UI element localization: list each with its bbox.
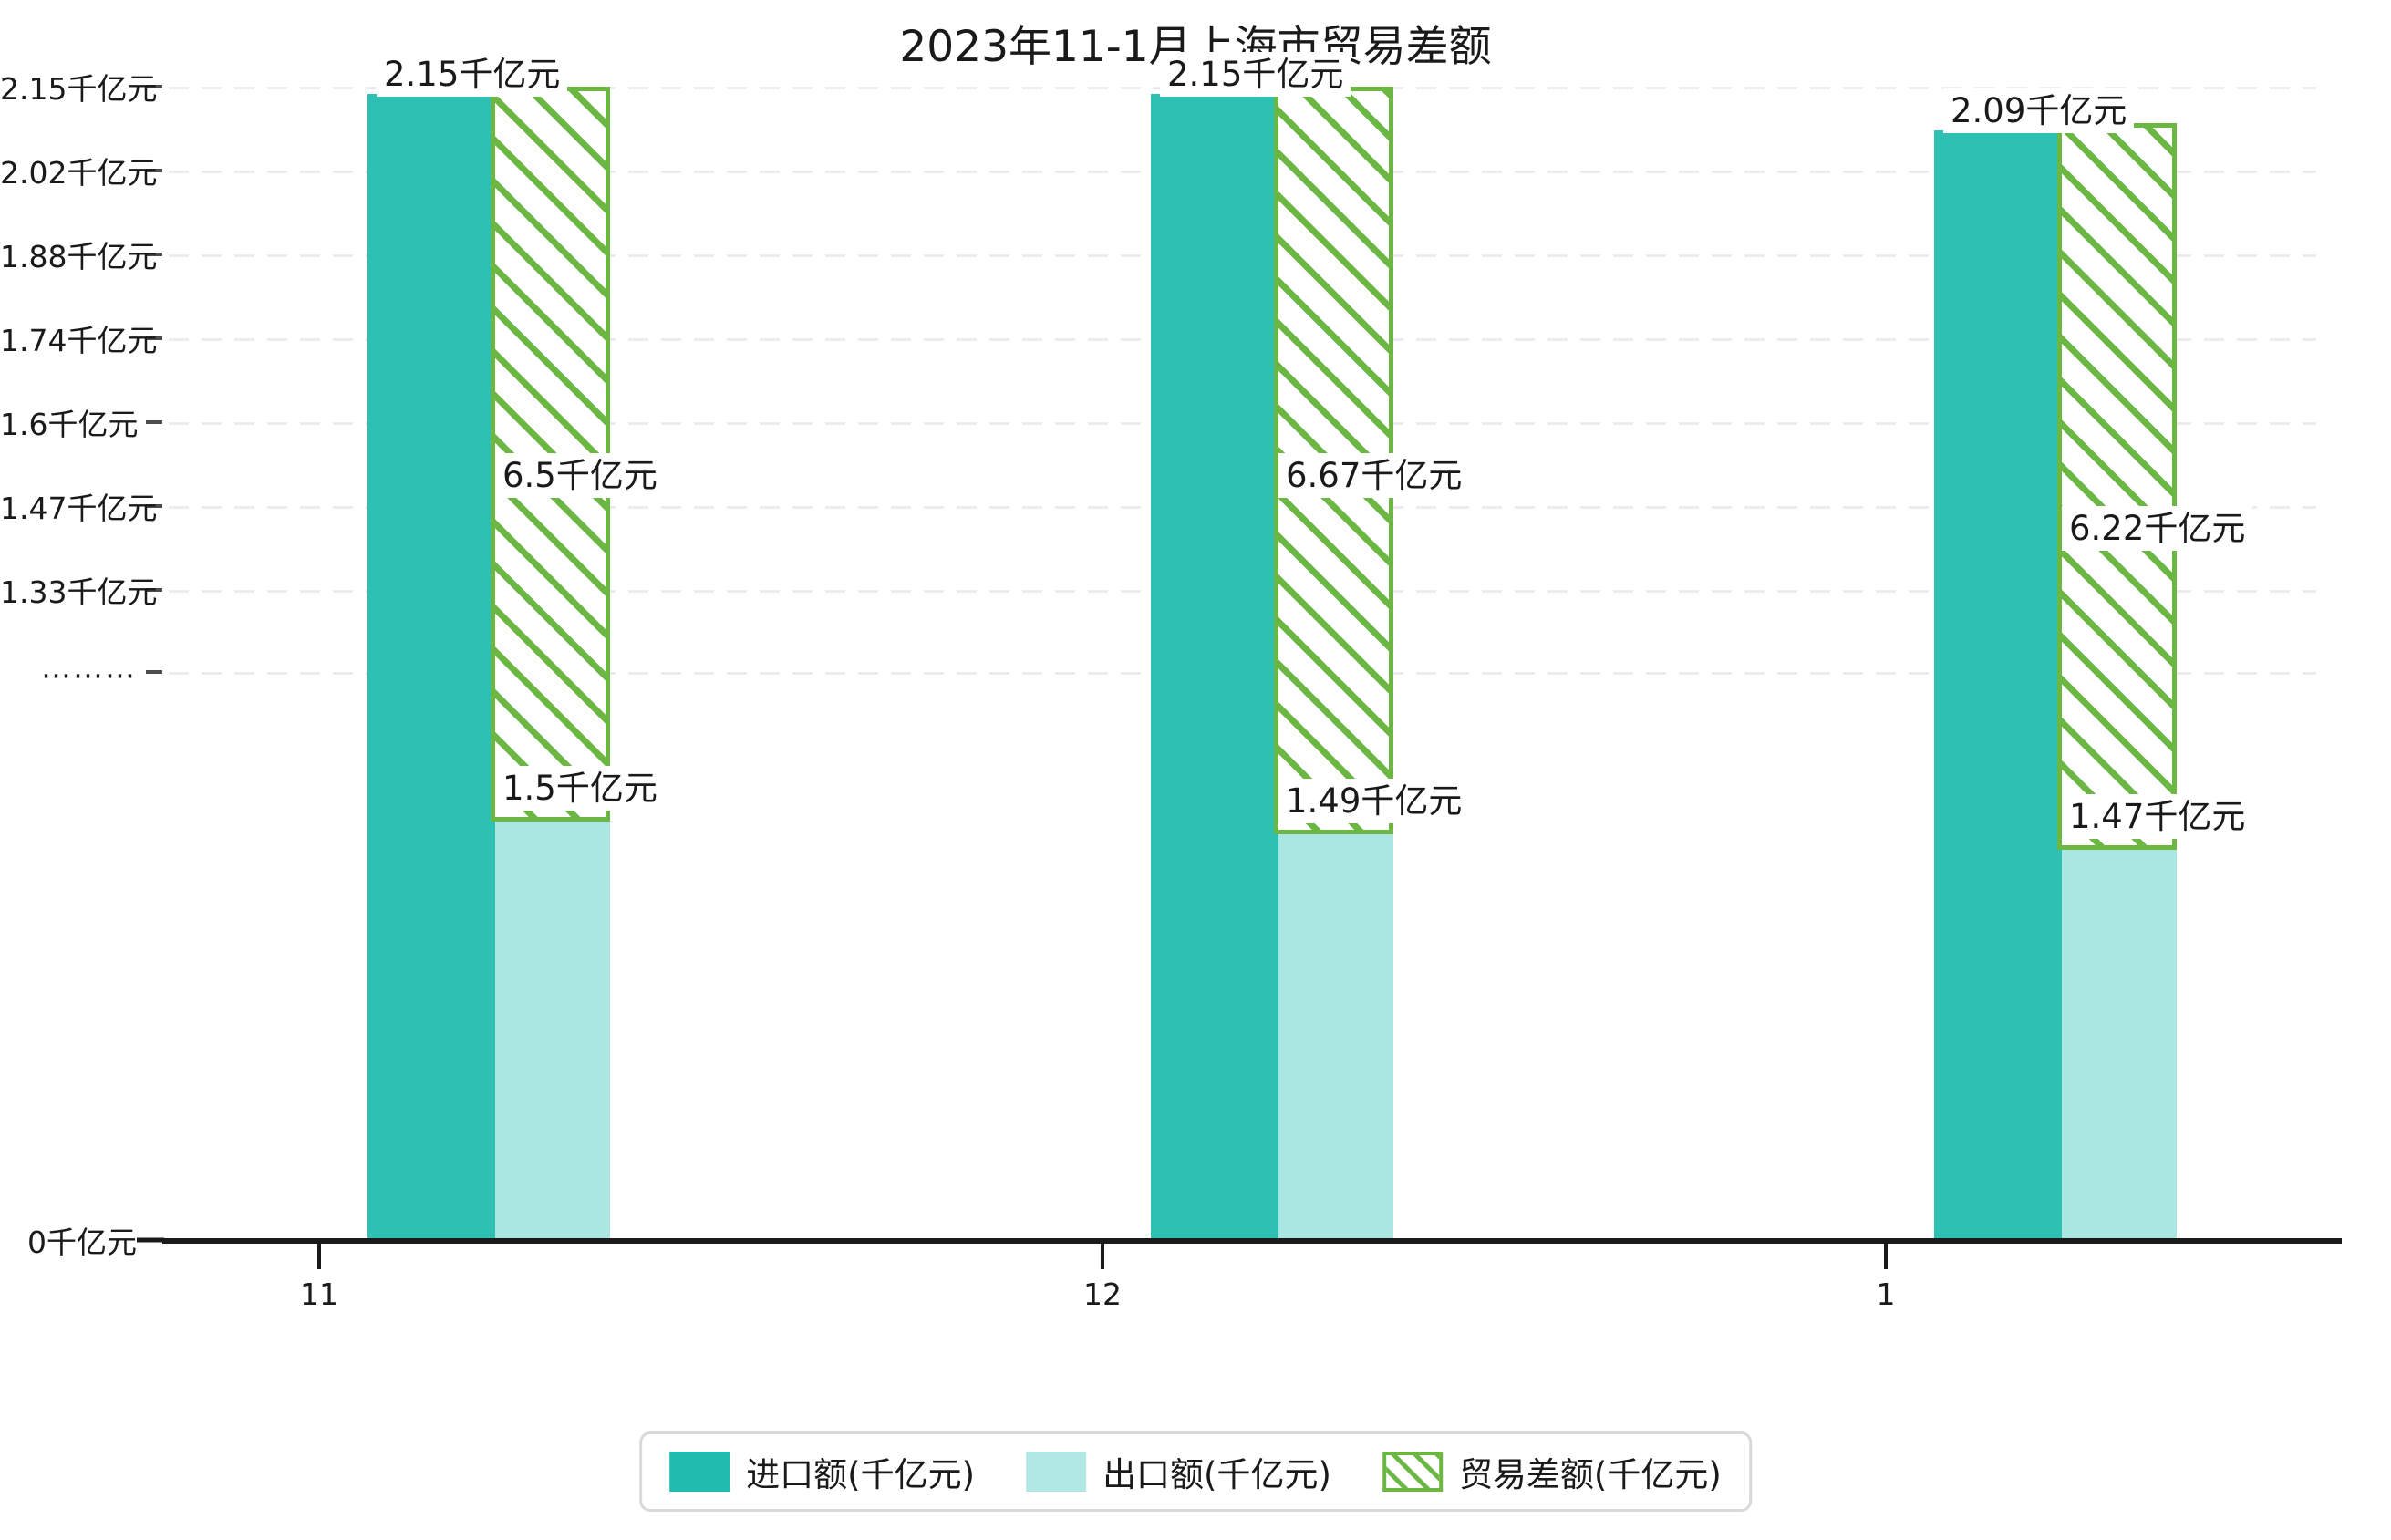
y-tick-mark	[146, 253, 162, 256]
value-label-import: 2.15千亿元	[1160, 52, 1351, 98]
y-tick-mark	[146, 420, 162, 424]
y-tick-mark	[146, 670, 162, 674]
y-tick-mark	[146, 85, 162, 88]
y-tick-label: 2.15千亿元	[0, 71, 158, 107]
y-tick-mark	[146, 504, 162, 508]
value-label-balance: 6.22千亿元	[2062, 506, 2253, 552]
legend-item-export[interactable]: 出口额(千亿元)	[1026, 1447, 1331, 1496]
bar-import[interactable]	[1151, 94, 1278, 1240]
value-label-balance: 6.67千亿元	[1278, 453, 1470, 499]
y-tick-label: 1.74千亿元	[0, 323, 158, 358]
y-tick-label: 1.6千亿元	[0, 407, 139, 442]
x-tick-label: 11	[300, 1276, 338, 1312]
bar-import[interactable]	[1934, 130, 2062, 1240]
legend-item-balance[interactable]: 贸易差额(千亿元)	[1382, 1447, 1722, 1496]
value-label-export: 1.47千亿元	[2062, 794, 2253, 840]
value-label-export: 1.49千亿元	[1278, 779, 1470, 824]
y-tick-label-ellipsis: ………	[41, 649, 137, 686]
x-axis-line	[162, 1238, 2342, 1244]
y-tick-label-zero: 0千亿元	[27, 1225, 137, 1260]
legend-label-balance: 贸易差额(千亿元)	[1458, 1455, 1722, 1494]
legend-swatch-export-icon	[1026, 1452, 1087, 1492]
y-tick-mark	[146, 169, 162, 172]
value-label-balance: 6.5千亿元	[495, 453, 665, 499]
value-label-import: 2.09千亿元	[1943, 88, 2135, 134]
bar-import[interactable]	[367, 94, 495, 1240]
bar-export[interactable]	[495, 822, 610, 1240]
y-tick-label: 2.02千亿元	[0, 155, 158, 191]
bar-export[interactable]	[1278, 834, 1393, 1240]
x-tick-label: 12	[1083, 1276, 1122, 1312]
legend-item-import[interactable]: 进口额(千亿元)	[669, 1447, 975, 1496]
x-tick-mark	[1101, 1244, 1104, 1269]
value-label-export: 1.5千亿元	[495, 766, 665, 811]
y-tick-mark	[146, 336, 162, 340]
y-tick-mark-zero	[137, 1237, 164, 1243]
bar-export[interactable]	[2062, 850, 2177, 1240]
value-label-import: 2.15千亿元	[377, 52, 568, 98]
legend-swatch-import-icon	[669, 1452, 730, 1492]
bar-balance[interactable]	[2057, 123, 2177, 850]
y-tick-label: 1.33千亿元	[0, 574, 158, 610]
legend-label-import: 进口额(千亿元)	[746, 1455, 976, 1494]
y-tick-label: 1.47千亿元	[0, 491, 158, 526]
chart-legend: 进口额(千亿元) 出口额(千亿元) 贸易差额(千亿元)	[639, 1431, 1752, 1512]
x-tick-label: 1	[1876, 1276, 1896, 1312]
x-tick-mark	[317, 1244, 321, 1269]
y-tick-mark	[146, 588, 162, 592]
legend-label-export: 出口额(千亿元)	[1102, 1455, 1331, 1494]
y-tick-label: 1.88千亿元	[0, 239, 158, 274]
x-tick-mark	[1884, 1244, 1888, 1269]
legend-swatch-balance-icon	[1382, 1452, 1443, 1492]
